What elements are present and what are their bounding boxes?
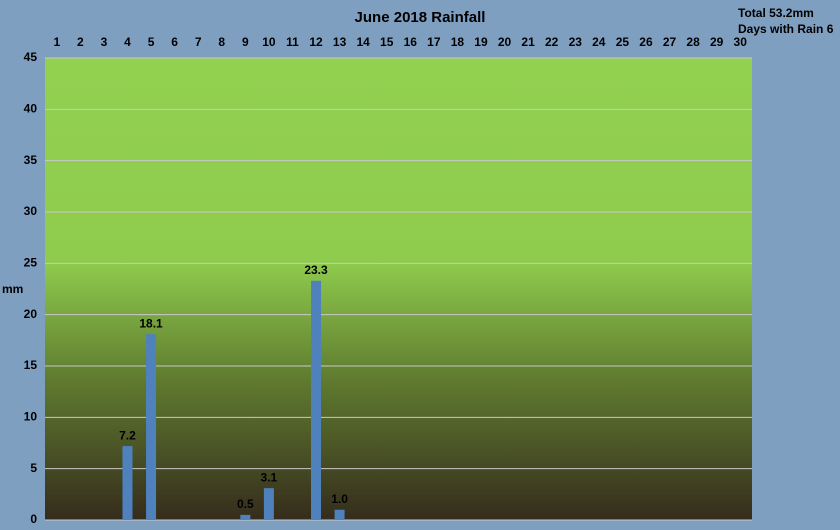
x-tick-label: 25 bbox=[616, 35, 630, 49]
x-tick-label: 30 bbox=[734, 35, 748, 49]
data-label: 3.1 bbox=[261, 470, 278, 484]
x-tick-label: 16 bbox=[404, 35, 418, 49]
x-tick-label: 18 bbox=[451, 35, 465, 49]
annotation: Days with Rain 6 bbox=[738, 22, 834, 36]
x-tick-label: 8 bbox=[218, 35, 225, 49]
x-tick-label: 7 bbox=[195, 35, 202, 49]
x-tick-label: 13 bbox=[333, 35, 347, 49]
x-tick-label: 29 bbox=[710, 35, 724, 49]
data-label: 23.3 bbox=[304, 263, 328, 277]
y-tick-label: 0 bbox=[30, 512, 37, 526]
plot-area bbox=[45, 58, 752, 520]
bar bbox=[122, 446, 133, 520]
bar bbox=[146, 334, 157, 520]
bar bbox=[263, 488, 274, 520]
y-tick-label: 5 bbox=[30, 461, 37, 475]
y-tick-label: 35 bbox=[24, 153, 38, 167]
x-tick-label: 9 bbox=[242, 35, 249, 49]
x-tick-label: 5 bbox=[148, 35, 155, 49]
x-tick-label: 23 bbox=[569, 35, 583, 49]
y-tick-label: 20 bbox=[24, 307, 38, 321]
x-tick-label: 22 bbox=[545, 35, 559, 49]
x-tick-label: 4 bbox=[124, 35, 131, 49]
y-tick-label: 25 bbox=[24, 256, 38, 270]
y-tick-label: 10 bbox=[24, 410, 38, 424]
data-label: 1.0 bbox=[331, 492, 348, 506]
x-tick-label: 21 bbox=[521, 35, 535, 49]
x-tick-label: 20 bbox=[498, 35, 512, 49]
x-tick-label: 15 bbox=[380, 35, 394, 49]
x-tick-label: 26 bbox=[639, 35, 653, 49]
chart-title: June 2018 Rainfall bbox=[355, 9, 486, 26]
x-tick-label: 24 bbox=[592, 35, 606, 49]
y-tick-label: 45 bbox=[24, 50, 38, 64]
x-tick-label: 27 bbox=[663, 35, 677, 49]
data-label: 7.2 bbox=[119, 428, 136, 442]
x-tick-label: 1 bbox=[53, 35, 60, 49]
annotation: Total 53.2mm bbox=[738, 6, 814, 20]
x-tick-label: 6 bbox=[171, 35, 178, 49]
x-tick-label: 19 bbox=[474, 35, 488, 49]
x-tick-label: 3 bbox=[101, 35, 108, 49]
y-axis-label: mm bbox=[2, 282, 23, 296]
x-tick-label: 10 bbox=[262, 35, 276, 49]
x-tick-label: 14 bbox=[356, 35, 370, 49]
y-tick-label: 30 bbox=[24, 204, 38, 218]
x-tick-label: 28 bbox=[686, 35, 700, 49]
x-tick-label: 17 bbox=[427, 35, 441, 49]
bar bbox=[334, 509, 345, 520]
x-tick-label: 2 bbox=[77, 35, 84, 49]
x-tick-label: 11 bbox=[286, 35, 299, 49]
y-tick-label: 40 bbox=[24, 102, 38, 116]
bar bbox=[240, 514, 251, 520]
bar bbox=[311, 280, 322, 520]
x-tick-label: 12 bbox=[309, 35, 323, 49]
data-label: 18.1 bbox=[139, 316, 163, 330]
data-label: 0.5 bbox=[237, 497, 254, 511]
y-tick-label: 15 bbox=[24, 358, 38, 372]
